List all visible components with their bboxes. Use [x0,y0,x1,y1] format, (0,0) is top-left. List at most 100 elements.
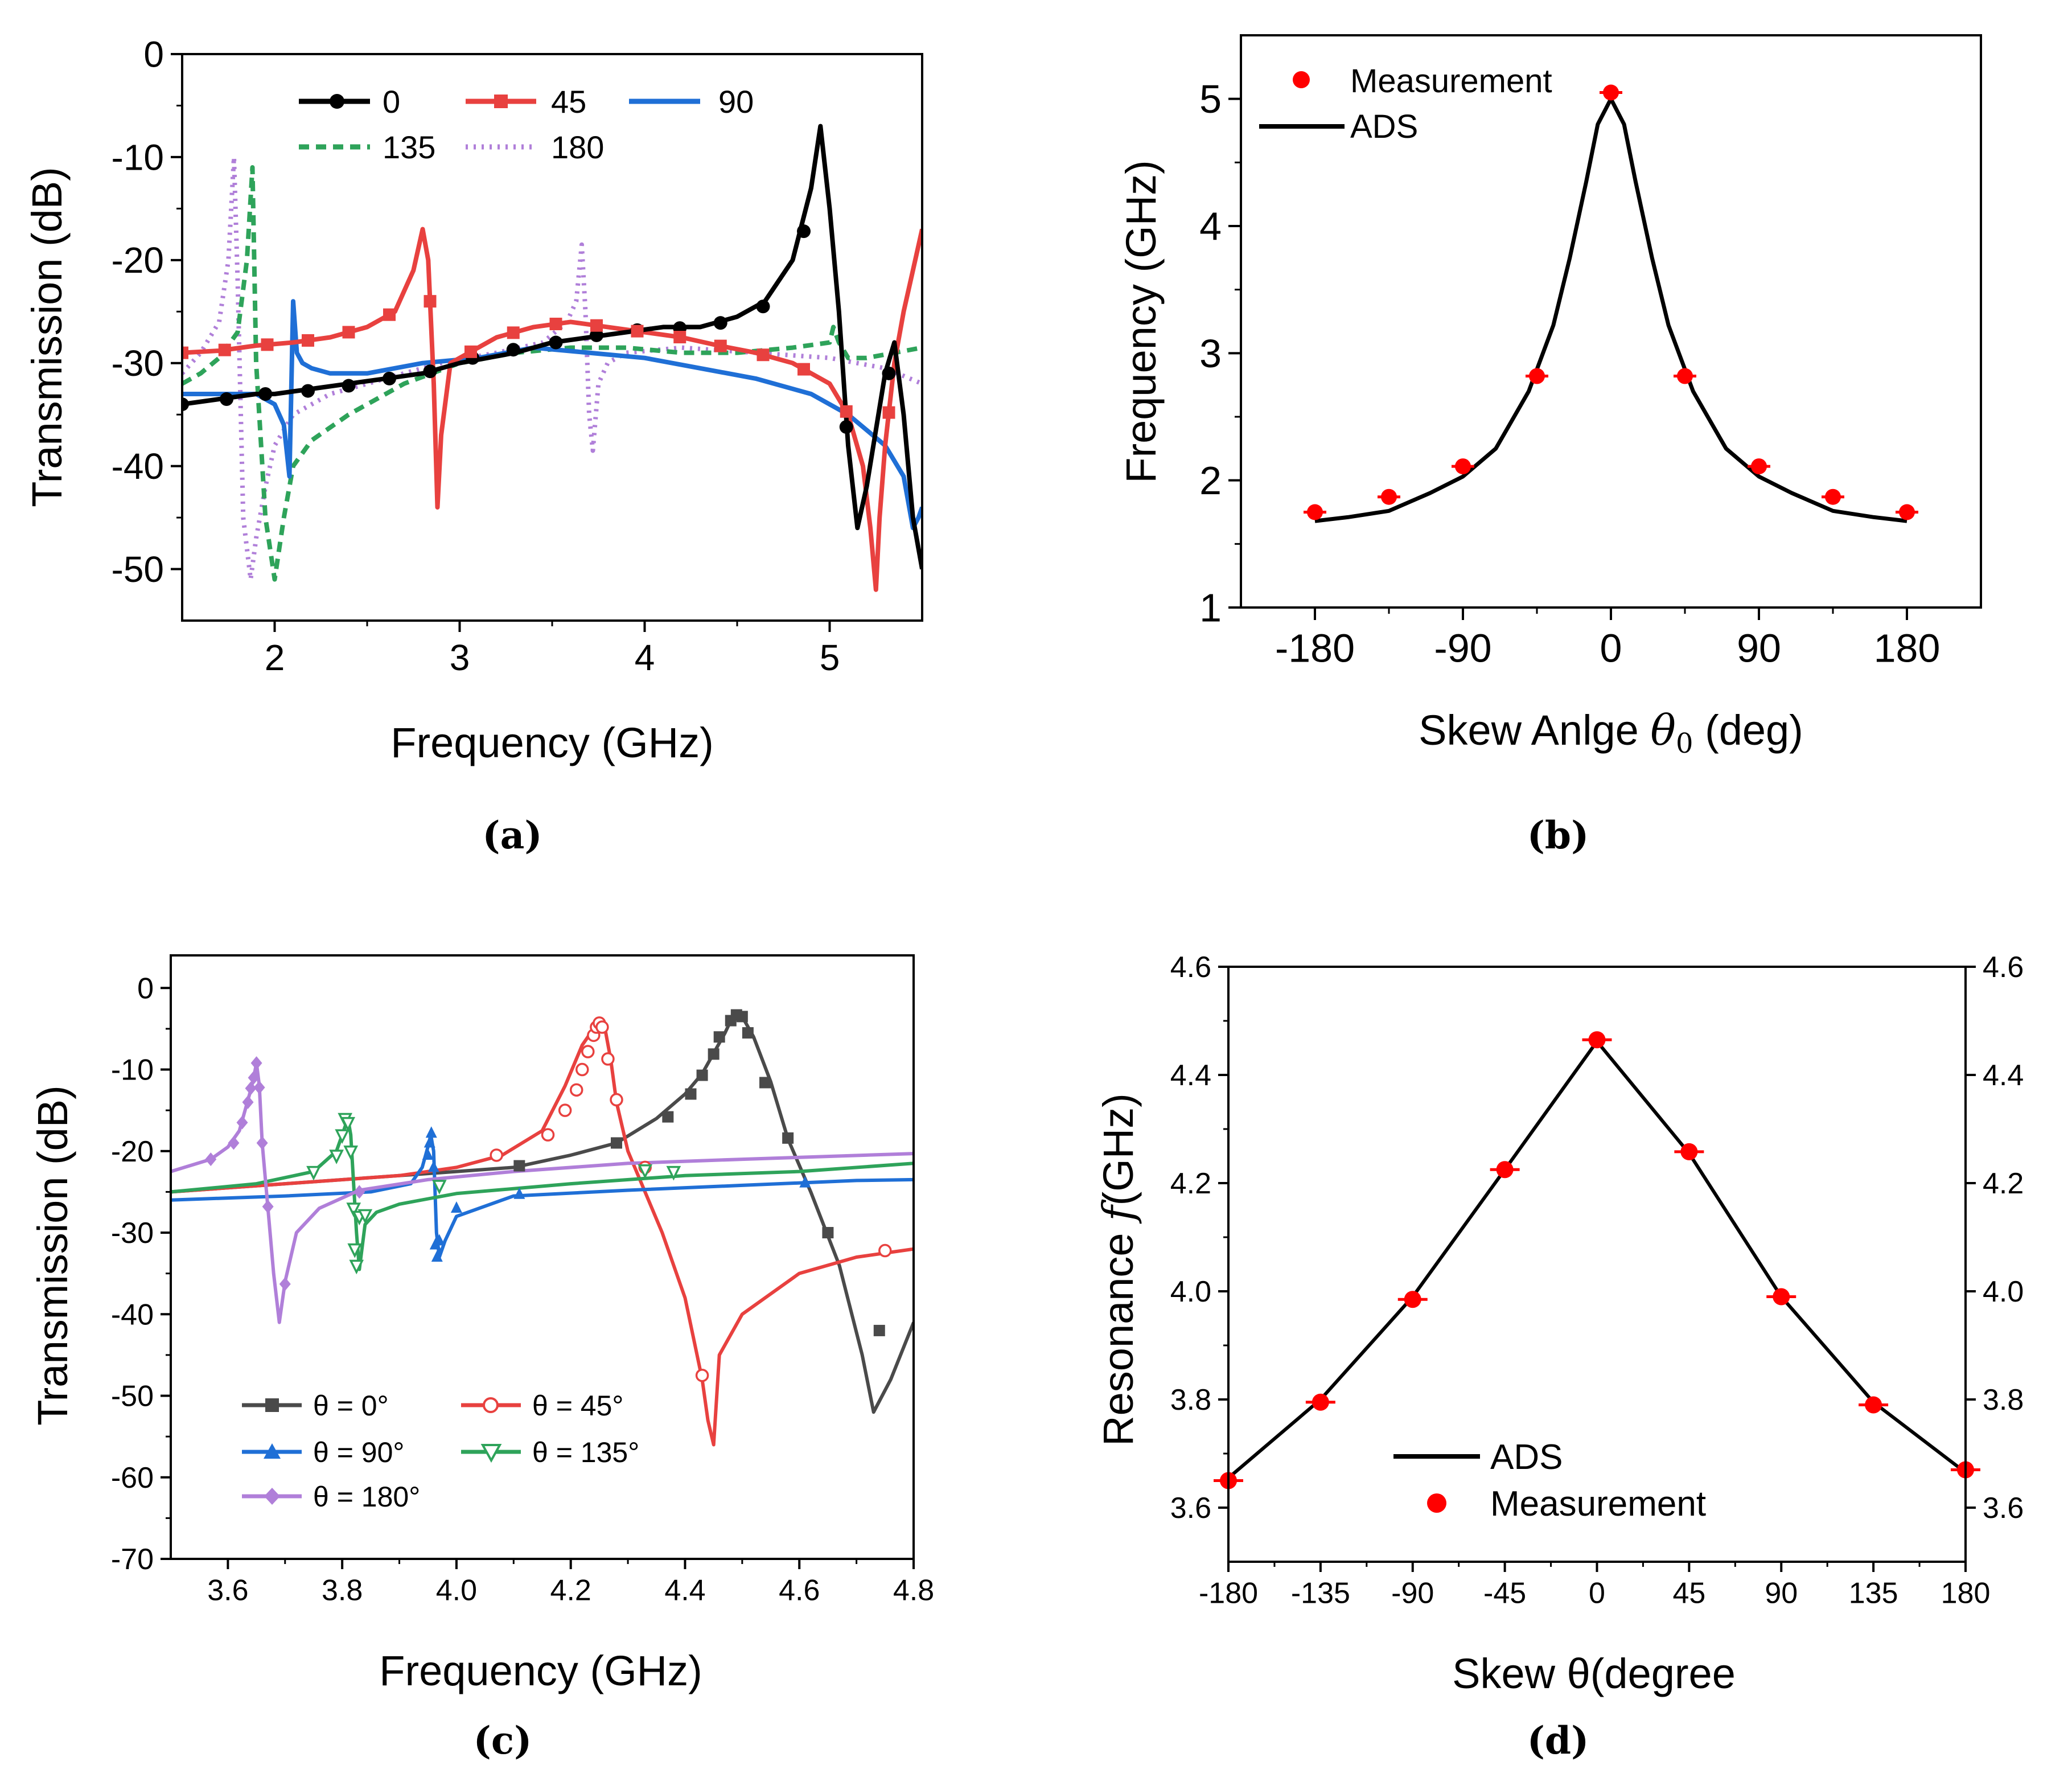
panel-b-chart: -180 -90 0 90 180 1 2 3 4 5 Frequency (GHz) Skew … [1117,34,1982,857]
panel-a-legend-45: 45 [551,84,586,120]
panel-c-point-square [685,1088,697,1100]
panel-b-measurement-point [1899,504,1915,520]
panel-a-point-45 [714,339,727,352]
panel-c-point-diamond [245,1081,257,1095]
panel-c-point-triangle [431,1250,443,1262]
panel-d-ytick-label: 4.2 [1170,1167,1211,1200]
panel-a-ylabel: Transmission (dB) [23,167,71,507]
panel-d-legend: ADS Measurement [1393,1438,1706,1524]
panel-c-ytick-label: -60 [111,1462,154,1495]
panel-c-point-open-circle [601,1052,615,1066]
panel-a-point-45 [757,348,770,362]
panel-b-ytick-label: 1 [1199,586,1222,630]
panel-a-point-45 [261,338,274,351]
panel-d-ytick-right-label: 4.6 [1983,951,2024,984]
panel-c-point-diamond [228,1136,240,1150]
panel-c-point-open-triangle-down [349,1259,364,1275]
panel-c-xtick-label: 4.6 [779,1574,820,1607]
panel-c-point-triangle [422,1148,434,1160]
panel-b-ytick-label: 3 [1199,331,1222,376]
panel-b-ylabel: Frequency (GHz) [1117,160,1165,483]
panel-b-xlabel: Skew Anlge θ0 (deg) [1419,706,1803,760]
panel-a-point-0 [342,379,356,393]
panel-c-point-open-triangle-down [638,1164,653,1179]
panel-c-point-open-circle [569,1083,583,1097]
panel-c-xtick-label: 3.8 [322,1574,363,1607]
panel-a-xtick-label: 2 [265,637,285,678]
panel-c-point-open-circle [541,1128,555,1142]
panel-c-point-diamond [256,1136,268,1150]
panel-b-xtick-label: 90 [1737,626,1781,671]
panel-c-point-open-circle [595,1020,609,1034]
panel-a-ytick-label: -10 [112,137,165,178]
panel-c-point-triangle [450,1201,462,1213]
panel-c-point-triangle [433,1234,445,1246]
panel-a-xtick-label: 5 [820,637,840,678]
panel-a-point-45 [424,295,437,308]
panel-c-xtick-label: 4.4 [664,1574,705,1607]
panel-c-chart: 3.6 3.8 4.0 4.2 4.4 4.6 4.8 0 -10 -20 -30 -40 -50 -60… [29,954,934,1763]
panel-c-point-open-circle [695,1368,709,1382]
panel-a-legend: 0 45 90 135 180 [299,84,754,165]
panel-c-point-square [662,1111,674,1123]
panel-d-measurement-point [1588,1031,1606,1049]
panel-b-xtick-label: -90 [1434,626,1491,671]
panel-b-measurement-point [1455,458,1471,475]
panel-a-point-45 [882,406,895,419]
panel-a-point-45 [840,405,853,418]
panel-d-ytick-label: 4.0 [1170,1275,1211,1308]
panel-d-ylabel: Resonance f(GHz) [1094,1093,1143,1446]
panel-c-point-open-circle [610,1093,623,1107]
panel-c-ytick-label: -50 [111,1380,154,1413]
panel-d-ytick-label: 3.8 [1170,1384,1211,1417]
panel-a-point-45 [549,317,562,330]
panel-c-point-open-triangle-down [431,1180,447,1195]
panel-c-point-diamond [248,1070,260,1085]
panel-b-xtick-label: 180 [1874,626,1941,671]
panel-a-point-45 [631,325,644,338]
panel-b-ytick-label: 5 [1199,77,1222,121]
panel-c-point-square [708,1048,720,1060]
panel-c-point-open-triangle-down [666,1165,681,1181]
panel-d-xtick-label: 45 [1672,1577,1705,1610]
panel-a-legend-135: 135 [383,129,435,165]
panel-c-point-open-triangle-down [329,1150,344,1164]
panel-b-ytick-label: 2 [1199,458,1222,503]
panel-c-point-open-circle [878,1243,892,1258]
panel-a-ytick-label: -20 [112,240,165,281]
panel-d-caption: (d) [1527,1718,1589,1763]
panel-d-measurement-point [1496,1161,1514,1179]
panel-c-point-open-circle [558,1103,572,1117]
panel-a-point-0 [383,371,396,385]
panel-a-point-45 [464,345,477,358]
panel-a-point-0 [258,387,273,401]
panel-a-point-45 [218,343,231,356]
panel-a-point-0 [301,384,315,398]
panel-a-xtick-label: 3 [450,637,470,678]
panel-a-point-0 [713,316,727,330]
panel-c-point-open-triangle-down [306,1165,321,1181]
panel-d-xtick-label: 135 [1849,1577,1898,1610]
panel-b-measurement-point [1751,458,1767,475]
panel-d-chart: -180 -135 -90 -45 0 45 90 135 180 3.6 3.6 3.8 3.8 4.0… [1094,951,2024,1763]
panel-c-legend-135: θ = 135° [532,1436,639,1468]
panel-a-point-0 [882,366,896,380]
panel-d-ytick-label: 3.6 [1170,1492,1211,1525]
panel-a-point-0 [549,335,563,350]
panel-a-ytick-label: -40 [112,446,165,487]
panel-c-series-triangle [171,1133,914,1259]
panel-d-xtick-label: 180 [1941,1577,1991,1610]
panel-a-point-45 [383,308,396,321]
panel-d-xtick-label: 90 [1765,1577,1798,1610]
panel-a-caption: (a) [482,813,542,857]
panel-c-ytick-label: -70 [111,1543,154,1576]
panel-c-point-square [611,1137,622,1149]
panel-a-ytick-label: -50 [112,549,165,590]
panel-a-xtick-label: 4 [635,637,655,678]
panel-c-point-diamond [353,1185,365,1199]
panel-c-point-triangle [513,1187,525,1199]
panel-c-xtick-label: 4.8 [893,1574,934,1607]
panel-c-point-square [873,1324,885,1336]
panel-a-legend-0: 0 [383,84,400,120]
